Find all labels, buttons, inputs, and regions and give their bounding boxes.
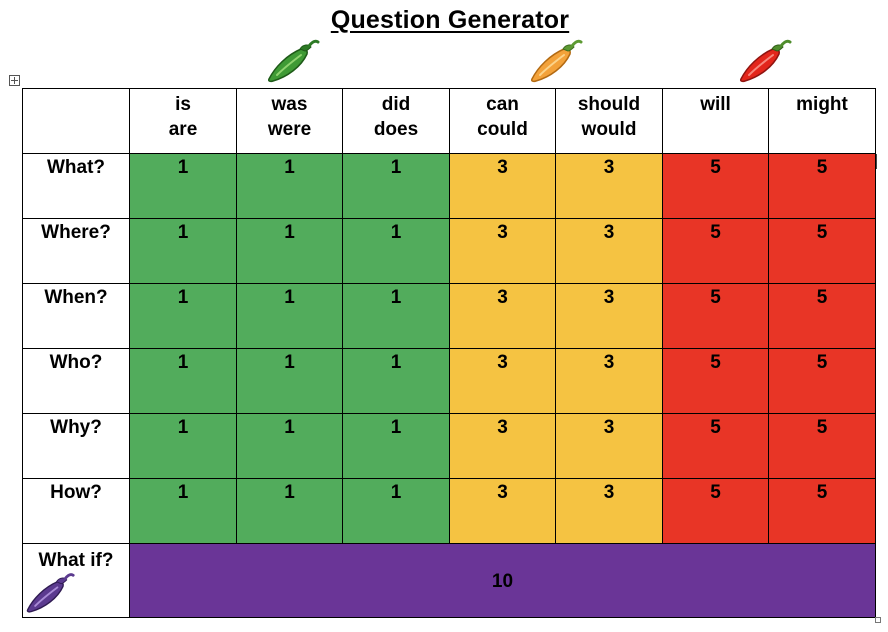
cell-cursor-marker — [875, 154, 877, 169]
score-cell: 3 — [555, 348, 663, 414]
column-header: was were — [236, 88, 343, 154]
header-line: are — [168, 119, 198, 140]
header-line: did — [381, 94, 411, 115]
what-if-row: What if? 10 — [22, 543, 876, 618]
corner-cell — [22, 88, 130, 154]
green-chilli-icon — [265, 37, 321, 83]
header-line: was — [271, 94, 308, 115]
header-line: would — [581, 119, 637, 140]
score-cell: 5 — [768, 413, 876, 479]
red-chilli-icon — [737, 37, 793, 83]
table-row: Who? 1 1 1 3 3 5 5 — [22, 348, 876, 414]
header-line: can — [486, 94, 519, 115]
score-cell: 5 — [768, 348, 876, 414]
score-cell: 3 — [449, 283, 556, 349]
score-cell: 1 — [129, 153, 237, 219]
score-cell: 1 — [342, 218, 450, 284]
score-cell: 5 — [768, 153, 876, 219]
score-cell: 5 — [662, 348, 769, 414]
score-cell: 1 — [236, 283, 343, 349]
table-row: What? 1 1 1 3 3 5 5 — [22, 153, 876, 219]
header-line: will — [700, 94, 731, 115]
score-cell: 5 — [662, 153, 769, 219]
header-line: should — [577, 94, 641, 115]
column-header: is are — [129, 88, 237, 154]
row-label: Where? — [22, 218, 130, 284]
score-cell: 3 — [555, 153, 663, 219]
row-label: What? — [22, 153, 130, 219]
column-header: should would — [555, 88, 663, 154]
row-label: How? — [22, 478, 130, 544]
score-cell: 1 — [236, 153, 343, 219]
header-line: could — [477, 119, 528, 140]
score-cell: 3 — [555, 413, 663, 479]
score-cell: 1 — [342, 348, 450, 414]
score-cell: 5 — [662, 478, 769, 544]
score-cell: 1 — [236, 218, 343, 284]
score-cell: 3 — [555, 478, 663, 544]
score-cell: 3 — [449, 478, 556, 544]
table-move-handle[interactable] — [9, 75, 20, 86]
score-cell: 1 — [129, 478, 237, 544]
column-header: might — [768, 88, 876, 154]
score-cell: 1 — [342, 153, 450, 219]
orange-chilli-icon — [528, 37, 584, 83]
score-cell: 3 — [555, 283, 663, 349]
header-row: is are was were did does can could should wou… — [22, 88, 876, 154]
score-cell: 1 — [129, 283, 237, 349]
table-row: Where? 1 1 1 3 3 5 5 — [22, 218, 876, 284]
score-cell: 3 — [449, 153, 556, 219]
score-cell: 5 — [662, 413, 769, 479]
score-cell: 1 — [342, 478, 450, 544]
table-row: Why? 1 1 1 3 3 5 5 — [22, 413, 876, 479]
column-header: did does — [342, 88, 450, 154]
score-cell: 5 — [662, 283, 769, 349]
score-cell: 1 — [342, 283, 450, 349]
table-row: When? 1 1 1 3 3 5 5 — [22, 283, 876, 349]
score-cell: 3 — [555, 218, 663, 284]
score-cell: 1 — [236, 478, 343, 544]
score-cell: 3 — [449, 348, 556, 414]
header-line: might — [796, 94, 848, 115]
score-cell: 1 — [236, 413, 343, 479]
question-generator-table: is are was were did does can could should wou… — [22, 88, 876, 618]
row-label: Who? — [22, 348, 130, 414]
header-line: does — [373, 119, 419, 140]
what-if-score-cell: 10 — [129, 543, 876, 618]
page-title: Question Generator — [330, 6, 570, 34]
score-cell: 1 — [129, 413, 237, 479]
score-cell: 5 — [768, 218, 876, 284]
score-cell: 5 — [768, 283, 876, 349]
score-cell: 3 — [449, 413, 556, 479]
header-line: is — [175, 94, 191, 115]
table-resize-handle[interactable] — [875, 617, 881, 623]
row-label: When? — [22, 283, 130, 349]
row-label: Why? — [22, 413, 130, 479]
score-cell: 5 — [662, 218, 769, 284]
column-header: will — [662, 88, 769, 154]
column-header: can could — [449, 88, 556, 154]
score-cell: 1 — [129, 348, 237, 414]
row-label: What if? — [38, 550, 114, 571]
purple-chilli-icon — [24, 570, 76, 614]
score-cell: 1 — [129, 218, 237, 284]
header-line: were — [267, 119, 312, 140]
score-cell: 1 — [342, 413, 450, 479]
score-cell: 3 — [449, 218, 556, 284]
table-row: How? 1 1 1 3 3 5 5 — [22, 478, 876, 544]
score-cell: 5 — [768, 478, 876, 544]
score-cell: 1 — [236, 348, 343, 414]
